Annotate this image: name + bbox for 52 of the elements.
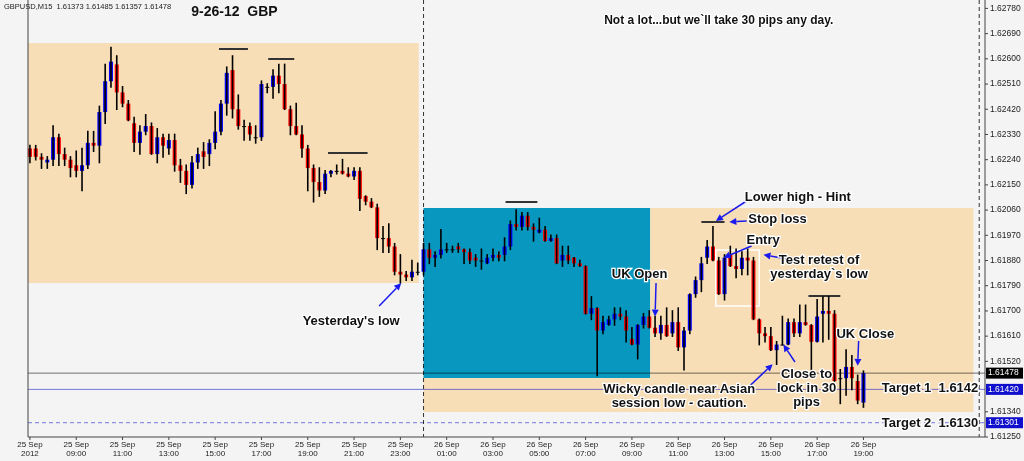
y-tick-label: 1.62690 — [990, 27, 1021, 38]
x-tick-label: 26 Sep 15:00 — [758, 440, 785, 458]
annotation: Stop loss — [748, 210, 807, 226]
x-tick-label: 26 Sep 01:00 — [434, 440, 460, 458]
x-tick-label: 26 Sep 07:00 — [572, 440, 599, 458]
y-tick-label: 1.62600 — [990, 53, 1021, 64]
y-tick-label: 1.61880 — [990, 254, 1021, 265]
y-tick-label: 1.62780 — [990, 2, 1021, 13]
y-tick-label: 1.62510 — [990, 78, 1021, 89]
x-tick-label: 25 Sep 09:00 — [63, 440, 90, 458]
chart-title: 9-26-12 GBP — [191, 2, 278, 19]
annotation: Not a lot...but we`ll take 30 pips any day. — [604, 13, 834, 28]
y-tick-label: 1.61340 — [990, 406, 1021, 417]
y-tick-label: 1.62240 — [990, 153, 1021, 164]
x-tick-label: 26 Sep 13:00 — [711, 440, 738, 458]
annotation: UK Close — [836, 325, 895, 341]
annotation: Lower high - Hint — [744, 188, 852, 204]
annotation: Close to lock in 30 pips — [776, 365, 837, 410]
y-tick-label: 1.61610 — [990, 330, 1021, 341]
y-tick-label: 1.62060 — [990, 204, 1021, 215]
annotation: Wicky candle near Asian session low - caution. — [603, 380, 756, 410]
annotation: Target 2 1.6130 — [881, 414, 979, 430]
x-tick-label: 25 Sep 15:00 — [202, 440, 229, 458]
y-tick-label: 1.61520 — [990, 355, 1021, 366]
x-tick-label: 25 Sep 19:00 — [295, 440, 321, 458]
y-tick-label: 1.62150 — [990, 179, 1021, 190]
y-tick-label: 1.61700 — [990, 305, 1021, 316]
annotation: Test retest of yesterday`s low — [770, 251, 869, 281]
ref-line-label: 1.61478 — [988, 367, 1019, 378]
x-tick-label: 25 Sep 2012 — [17, 440, 44, 458]
x-tick-label: 26 Sep 03:00 — [480, 440, 507, 458]
annotation: Target 1 1.6142 — [881, 379, 979, 395]
x-tick-label: 26 Sep 11:00 — [665, 440, 692, 458]
x-tick-label: 26 Sep 19:00 — [850, 440, 877, 458]
x-tick-label: 26 Sep 17:00 — [804, 440, 831, 458]
x-tick-label: 25 Sep 23:00 — [387, 440, 414, 458]
y-tick-label: 1.61970 — [990, 229, 1021, 240]
x-tick-label: 26 Sep 05:00 — [526, 440, 553, 458]
x-tick-label: 26 Sep 09:00 — [619, 440, 646, 458]
y-tick-label: 1.61790 — [990, 279, 1021, 290]
ref-line-label: 1.61301 — [988, 416, 1019, 427]
x-tick-label: 25 Sep 11:00 — [109, 440, 136, 458]
x-tick-label: 25 Sep 17:00 — [248, 440, 275, 458]
y-tick-label: 1.61250 — [990, 431, 1021, 442]
candlestick — [780, 315, 785, 346]
annotation: Yesterday's low — [302, 312, 401, 328]
x-tick-label: 25 Sep 21:00 — [341, 440, 368, 458]
y-tick-label: 1.62330 — [990, 128, 1021, 139]
ref-line-label: 1.61420 — [988, 383, 1019, 394]
x-tick-label: 25 Sep 13:00 — [156, 440, 183, 458]
y-tick-label: 1.62420 — [990, 103, 1021, 114]
annotation: Entry — [746, 231, 781, 247]
